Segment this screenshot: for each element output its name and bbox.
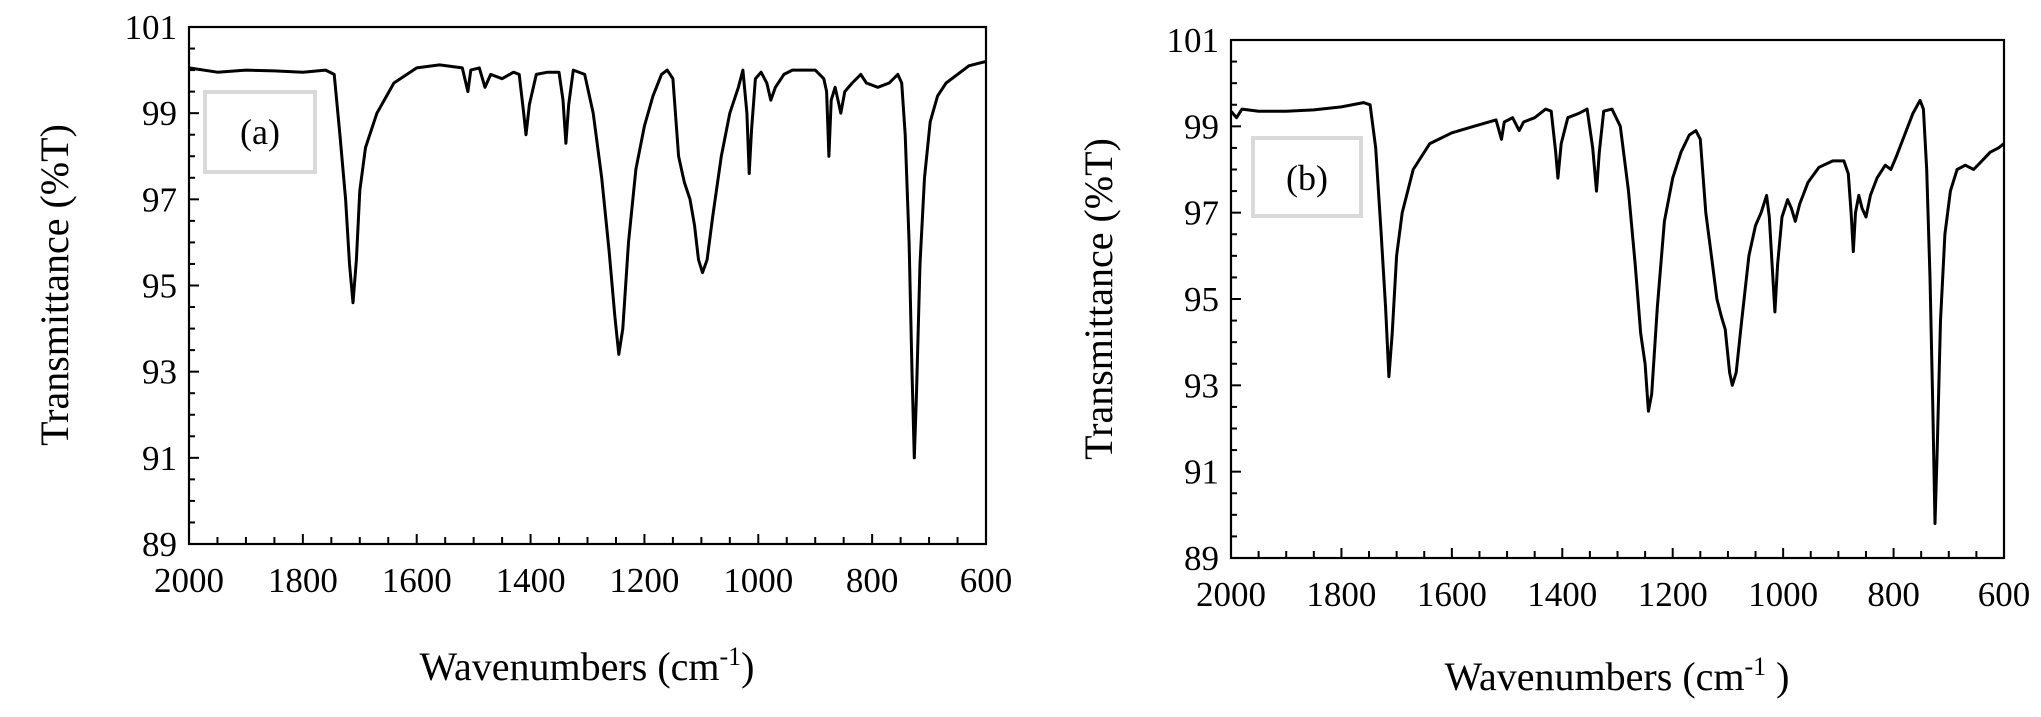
panel-b-x-axis-title: Wavenumbers (cm-1 ) bbox=[1445, 652, 1790, 699]
panel-a-y-axis-title: Transmittance (%T) bbox=[32, 124, 77, 446]
panel-a-tag-box bbox=[203, 90, 317, 174]
b-y-tick-label: 91 bbox=[1184, 453, 1219, 492]
a-x-tick-label: 1200 bbox=[609, 561, 679, 600]
b-x-tick-label: 1000 bbox=[1748, 575, 1818, 614]
b-x-tick-label: 1800 bbox=[1306, 575, 1376, 614]
panel-a-x-axis-title-sup: -1 bbox=[720, 642, 742, 671]
b-x-tick-label: 1400 bbox=[1527, 575, 1597, 614]
a-y-tick-label: 99 bbox=[142, 94, 177, 133]
panel-a-tag: (a) bbox=[240, 112, 280, 152]
panel-b-tag-box bbox=[1251, 136, 1363, 218]
panel-b-y-axis-title: Transmittance (%T) bbox=[1076, 138, 1121, 460]
b-x-tick-label: 1200 bbox=[1638, 575, 1708, 614]
a-x-tick-label: 1800 bbox=[268, 561, 338, 600]
panel-b-tag: (b) bbox=[1286, 158, 1328, 198]
panel-a-x-axis-title: Wavenumbers (cm-1) bbox=[420, 642, 755, 689]
b-y-tick-label: 89 bbox=[1184, 539, 1219, 578]
panel-b-x-axis-title-sup: -1 bbox=[1745, 652, 1767, 681]
panel-a-y-ticks: 89 91 93 95 97 99 101 bbox=[125, 8, 199, 564]
a-y-tick-label: 91 bbox=[142, 439, 177, 478]
a-x-tick-label: 1600 bbox=[382, 561, 452, 600]
panel-b: (b) 2000 1800 1600 1400 1200 1000 800 600 89 91 9… bbox=[1076, 21, 2030, 699]
panel-a: (a) 2000 1800 1600 1400 1200 1000 800 600 89 91 9… bbox=[32, 8, 1012, 689]
b-x-tick-label: 800 bbox=[1867, 575, 1920, 614]
a-y-tick-label: 93 bbox=[142, 353, 177, 392]
b-y-tick-label: 97 bbox=[1184, 194, 1219, 233]
b-y-tick-label: 101 bbox=[1167, 21, 1220, 60]
a-x-tick-label: 1000 bbox=[723, 561, 793, 600]
a-y-tick-label: 101 bbox=[125, 8, 178, 47]
a-x-tick-label: 2000 bbox=[154, 561, 224, 600]
panel-b-x-ticks: 2000 1800 1600 1400 1200 1000 800 600 bbox=[1196, 548, 2030, 614]
a-y-tick-label: 97 bbox=[142, 180, 177, 219]
panel-b-y-ticks: 89 91 93 95 97 99 101 bbox=[1167, 21, 1241, 578]
panel-a-x-ticks: 2000 1800 1600 1400 1200 1000 800 600 bbox=[154, 534, 1012, 600]
b-x-tick-label: 1600 bbox=[1417, 575, 1487, 614]
a-x-tick-label: 800 bbox=[846, 561, 899, 600]
panel-b-x-axis-title-close: ) bbox=[1766, 654, 1789, 699]
a-y-tick-label: 95 bbox=[142, 267, 177, 306]
panel-a-spectrum-line bbox=[188, 60, 987, 460]
panel-a-x-axis-title-close: ) bbox=[741, 644, 754, 689]
panel-a-plot-area bbox=[187, 25, 988, 546]
b-x-tick-label: 600 bbox=[1978, 575, 2031, 614]
a-x-tick-label: 1400 bbox=[496, 561, 566, 600]
panel-b-plot-area bbox=[1229, 38, 2006, 560]
b-y-tick-label: 95 bbox=[1184, 280, 1219, 319]
a-y-tick-label: 89 bbox=[142, 525, 177, 564]
b-y-tick-label: 99 bbox=[1184, 107, 1219, 146]
b-x-tick-label: 2000 bbox=[1196, 575, 1266, 614]
panel-b-x-axis-title-main: Wavenumbers (cm bbox=[1445, 654, 1745, 699]
a-x-tick-label: 600 bbox=[960, 561, 1013, 600]
b-y-tick-label: 93 bbox=[1184, 366, 1219, 405]
panel-b-spectrum-line bbox=[1229, 98, 2005, 525]
panel-a-x-axis-title-main: Wavenumbers (cm bbox=[420, 644, 720, 689]
